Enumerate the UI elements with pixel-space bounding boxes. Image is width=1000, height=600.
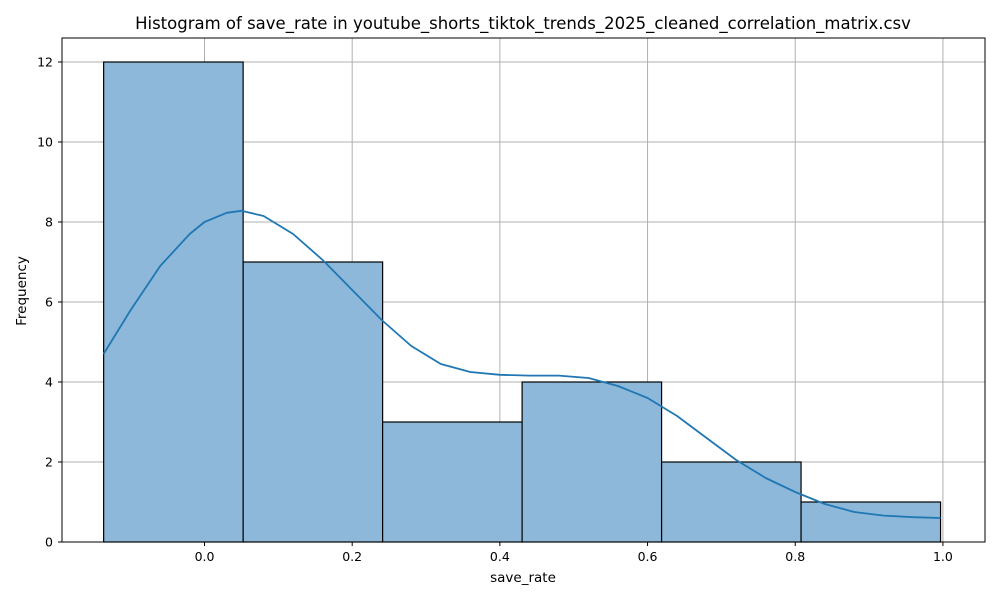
x-tick-label: 0.6: [638, 549, 658, 564]
y-tick-label: 2: [45, 455, 53, 470]
y-tick-label: 8: [45, 215, 53, 230]
y-tick-label: 12: [37, 55, 53, 70]
x-axis-label: save_rate: [490, 570, 556, 586]
x-tick-label: 0.0: [195, 549, 215, 564]
y-tick-label: 0: [45, 535, 53, 550]
x-tick-label: 0.8: [785, 549, 805, 564]
x-tick-label: 0.4: [490, 549, 510, 564]
histogram-bar: [382, 421, 523, 543]
y-tick-label: 6: [45, 295, 53, 310]
y-tick-label: 10: [37, 135, 53, 150]
histogram-bar: [660, 461, 802, 543]
kde-curve: [102, 209, 941, 519]
histogram-bar: [521, 381, 663, 543]
x-tick-label: 0.2: [342, 549, 362, 564]
kde-curve-group: [102, 209, 941, 519]
y-axis-ticks: 0 2 4 6 8 10 12: [37, 55, 62, 550]
histogram-bar: [800, 501, 942, 543]
histogram-bar: [242, 261, 384, 543]
histogram-bar: [103, 61, 244, 543]
histogram-bars: [103, 61, 942, 543]
plot-frame: [61, 37, 986, 543]
y-axis-label: Frequency: [14, 256, 30, 326]
chart-title: Histogram of save_rate in youtube_shorts…: [135, 14, 911, 34]
x-axis-ticks: 0.0 0.2 0.4 0.6 0.8 1.0: [195, 542, 953, 564]
x-tick-label: 1.0: [933, 549, 953, 564]
y-tick-label: 4: [45, 375, 53, 390]
